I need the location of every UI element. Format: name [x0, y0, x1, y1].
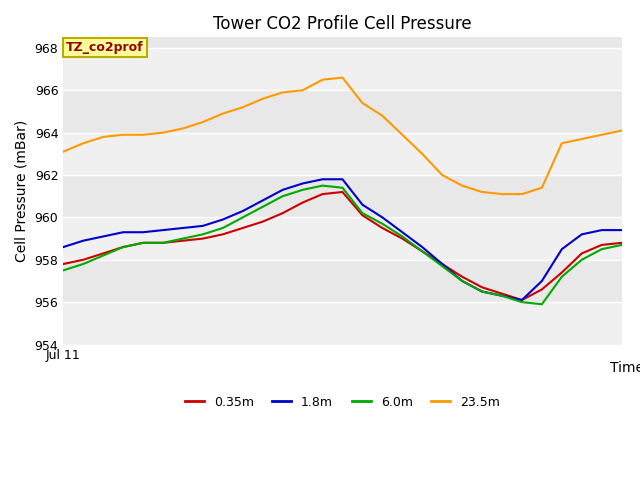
Title: Tower CO2 Profile Cell Pressure: Tower CO2 Profile Cell Pressure	[213, 15, 472, 33]
Legend: 0.35m, 1.8m, 6.0m, 23.5m: 0.35m, 1.8m, 6.0m, 23.5m	[180, 391, 505, 414]
Bar	[63, 132, 621, 175]
Bar	[63, 302, 621, 345]
Text: TZ_co2prof: TZ_co2prof	[66, 41, 144, 54]
Y-axis label: Cell Pressure (mBar): Cell Pressure (mBar)	[15, 120, 29, 262]
Bar	[63, 217, 621, 260]
Bar	[63, 48, 621, 90]
X-axis label: Time: Time	[610, 361, 640, 375]
